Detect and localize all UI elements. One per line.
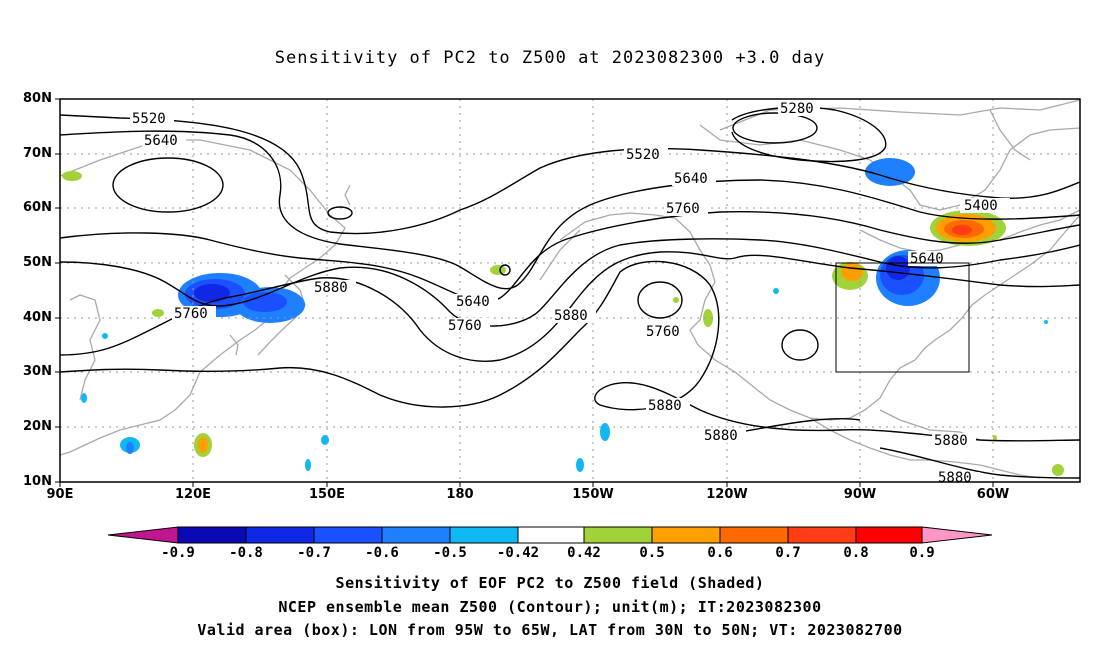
contour-label: 5280: [780, 101, 814, 117]
z500-contours: [60, 106, 1080, 479]
colorbar-label: -0.9: [161, 545, 195, 561]
colorbar-label: -0.8: [229, 545, 263, 561]
lat-label: 30N: [23, 364, 52, 379]
colorbar-lower-triangle: [107, 526, 179, 544]
colorbar-label: 0.8: [843, 545, 869, 561]
lon-label: 150W: [572, 487, 614, 502]
lat-label: 70N: [23, 146, 52, 161]
contour-label: 5880: [554, 308, 588, 324]
colorbar-upper-triangle: [921, 526, 993, 544]
lon-label: 90W: [843, 487, 877, 502]
contour-label: 5640: [456, 294, 490, 310]
contour-label: 5640: [910, 251, 944, 267]
plot-frame: [59, 98, 1081, 483]
contour-label: 5760: [448, 318, 482, 334]
blob-east-asia-negative: [178, 273, 305, 323]
contour-label: 5400: [964, 198, 998, 214]
contour-label: 5880: [314, 280, 348, 296]
contour-label: 5880: [934, 433, 968, 449]
lon-label: 120W: [706, 487, 748, 502]
contour-label: 5880: [938, 470, 972, 486]
blob-labrador-negative: [865, 158, 915, 186]
caption-line-3: Valid area (box): LON from 95W to 65W, L…: [197, 621, 903, 639]
colorbar-label: 0.7: [775, 545, 801, 561]
lon-label: 90E: [46, 487, 74, 502]
contour-label: 5520: [132, 111, 166, 127]
valid-area-box: [835, 262, 970, 373]
contour-label: 5520: [626, 147, 660, 163]
colorbar-label: -0.42: [496, 545, 540, 561]
contour-label: 5760: [174, 306, 208, 322]
lat-label: 10N: [23, 474, 52, 489]
contour-label: 5640: [674, 171, 708, 187]
colorbar-label: -0.7: [297, 545, 331, 561]
colorbar-label: 0.42: [567, 545, 601, 561]
lon-label: 150E: [308, 487, 346, 502]
lon-label: 60W: [976, 487, 1010, 502]
contour-label: 5760: [666, 201, 700, 217]
lon-label: 120E: [174, 487, 212, 502]
colorbar-label: -0.5: [433, 545, 467, 561]
colorbar-label: 0.6: [707, 545, 733, 561]
lat-label: 40N: [23, 310, 52, 325]
lat-label: 80N: [23, 91, 52, 106]
grid: [60, 99, 1080, 482]
lon-label: 180: [446, 487, 474, 502]
lat-label: 60N: [23, 200, 52, 215]
map-title: Sensitivity of PC2 to Z500 at 2023082300…: [274, 48, 826, 68]
contour-label: 5640: [144, 133, 178, 149]
contour-labels: 5280 5400 5520 5520 5640 5640 5640 5640 …: [130, 101, 1010, 486]
caption-line-2: NCEP ensemble mean Z500 (Contour); unit(…: [278, 598, 822, 616]
caption-line-1: Sensitivity of EOF PC2 to Z500 field (Sh…: [335, 574, 765, 592]
tick-marks: [55, 98, 994, 487]
colorbar: [107, 526, 993, 544]
contour-label: 5880: [648, 398, 682, 414]
colorbar-label: 0.5: [639, 545, 665, 561]
lat-label: 20N: [23, 419, 52, 434]
contour-label: 5760: [646, 324, 680, 340]
colorbar-label: -0.6: [365, 545, 399, 561]
lat-label: 50N: [23, 255, 52, 270]
colorbar-label: 0.9: [909, 545, 935, 561]
contour-label: 5880: [704, 428, 738, 444]
